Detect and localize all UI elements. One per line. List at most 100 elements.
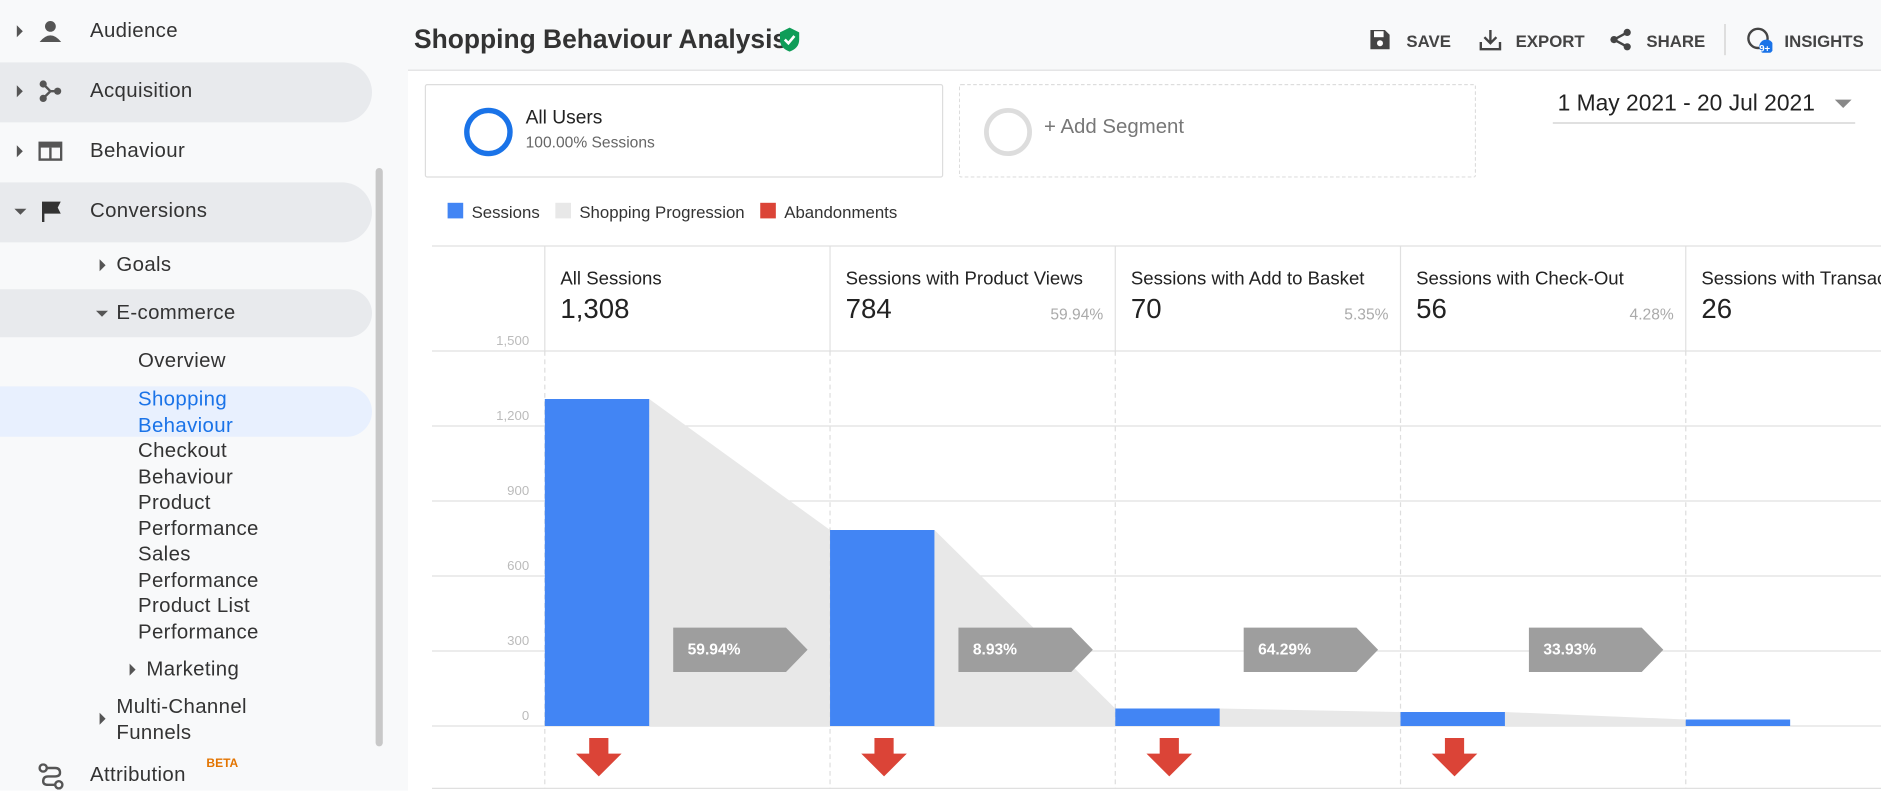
- caret: [129, 663, 136, 676]
- nav-highlight: [0, 182, 372, 243]
- sidebar: Audience Acquisition Behaviour Conversio…: [0, 0, 409, 791]
- progression-arrow: [1528, 627, 1664, 672]
- legend-swatch: [760, 202, 776, 219]
- progression-rate: 64.29%: [1258, 642, 1311, 659]
- share-icon: [1610, 28, 1631, 51]
- nav-highlight: [0, 62, 372, 123]
- caret: [99, 259, 106, 272]
- progression-rate: 33.93%: [1543, 642, 1596, 659]
- nav-item[interactable]: Multi-Channel Funnels: [116, 694, 247, 744]
- abandonment-arrow: [861, 738, 907, 777]
- nav-item[interactable]: Product List Performance: [138, 594, 259, 643]
- header-bar: [408, 0, 1881, 71]
- share-button[interactable]: SHARE: [1646, 31, 1706, 51]
- y-tick-label: 600: [507, 558, 529, 573]
- verified-icon: [780, 27, 800, 52]
- nav-item[interactable]: Checkout Behaviour: [138, 439, 234, 488]
- nav-selected: [0, 386, 372, 437]
- segment-ring: [464, 107, 513, 157]
- legend-swatch: [447, 202, 464, 219]
- segment-card[interactable]: [424, 84, 944, 178]
- bar: [1400, 712, 1505, 726]
- column-rate: 4.28%: [1630, 307, 1674, 324]
- column-title: Sessions with Add to Basket: [1131, 268, 1365, 289]
- attribution-icon: [38, 763, 64, 790]
- caret: [16, 85, 23, 98]
- nav-item[interactable]: Audience: [90, 19, 178, 42]
- progression-arrow: [673, 627, 808, 672]
- insights-button[interactable]: INSIGHTS: [1784, 31, 1864, 51]
- segment-name: All Users: [525, 108, 603, 129]
- nav-item[interactable]: Attribution: [90, 763, 186, 787]
- scrollbar: [375, 168, 383, 747]
- caret: [96, 310, 109, 317]
- column-title: All Sessions: [560, 268, 661, 289]
- date-picker[interactable]: [1552, 91, 1856, 124]
- legend-label: Shopping Progression: [579, 203, 744, 222]
- beta-badge: BETA: [206, 757, 239, 771]
- caret: [16, 145, 23, 158]
- y-tick-label: 1,200: [496, 408, 529, 423]
- add-segment[interactable]: + Add Segment: [1044, 115, 1185, 138]
- y-tick-label: 300: [507, 633, 529, 648]
- nav-item[interactable]: Product Performance: [138, 490, 259, 540]
- nav-item[interactable]: Sales Performance: [138, 542, 259, 591]
- legend-swatch: [555, 202, 571, 219]
- bar: [830, 530, 935, 726]
- caret: [99, 712, 106, 725]
- page-title: Shopping Behaviour Analysis: [414, 24, 788, 55]
- column-value: 26: [1701, 293, 1732, 324]
- abandonment-arrow: [576, 738, 622, 777]
- y-tick-label: 0: [522, 708, 529, 723]
- abandonment-arrow: [1146, 738, 1193, 777]
- nav-item[interactable]: E-commerce: [116, 301, 236, 324]
- nav-item[interactable]: Marketing: [146, 657, 240, 681]
- save-button[interactable]: SAVE: [1406, 31, 1451, 51]
- bar: [544, 399, 650, 726]
- caret: [16, 25, 23, 38]
- date-range: 1 May 2021 - 20 Jul 2021: [1557, 91, 1815, 117]
- abandonment-arrow: [1431, 738, 1478, 777]
- export-icon: [1479, 30, 1502, 51]
- save-icon: [1370, 30, 1390, 50]
- column-rate: 59.94%: [1050, 307, 1103, 324]
- divider: [1724, 24, 1726, 56]
- add-segment-ring: [984, 108, 1033, 157]
- nav-item[interactable]: Goals: [116, 253, 172, 276]
- behaviour-icon: [38, 141, 63, 161]
- audience-icon: [39, 21, 62, 42]
- column-title: Sessions with Product Views: [846, 268, 1083, 289]
- progression-rate: 59.94%: [688, 642, 741, 659]
- column-rate: 5.35%: [1344, 307, 1388, 324]
- legend-label: Sessions: [472, 203, 540, 222]
- bar: [1115, 708, 1220, 726]
- nav-item[interactable]: Shopping Behaviour: [138, 387, 234, 437]
- column-value: 70: [1131, 293, 1162, 324]
- progression-arrow: [958, 627, 1093, 672]
- column-value: 1,308: [560, 293, 629, 324]
- date-caret: [1834, 99, 1852, 109]
- column-value: 784: [846, 293, 892, 324]
- nav-item[interactable]: Conversions: [90, 199, 208, 223]
- export-button[interactable]: EXPORT: [1515, 31, 1585, 51]
- progression-area: [649, 399, 831, 726]
- progression-arrow: [1243, 627, 1379, 672]
- insights-icon: [1747, 27, 1773, 53]
- insights-badge: 9+: [1759, 43, 1771, 55]
- nav-item[interactable]: Acquisition: [90, 79, 193, 103]
- add-segment-card[interactable]: [958, 84, 1476, 178]
- acquisition-icon: [39, 80, 62, 103]
- y-tick-label: 900: [507, 483, 529, 498]
- bar: [1685, 719, 1791, 726]
- nav-item[interactable]: Overview: [138, 349, 226, 372]
- column-value: 56: [1416, 293, 1447, 324]
- nav-highlight: [0, 289, 372, 338]
- nav-item[interactable]: Behaviour: [90, 139, 186, 162]
- segment-detail: 100.00% Sessions: [525, 133, 655, 152]
- column-title: Sessions with Transactions: [1701, 268, 1881, 289]
- y-tick-label: 1,500: [496, 333, 529, 348]
- conversions-icon: [42, 201, 61, 223]
